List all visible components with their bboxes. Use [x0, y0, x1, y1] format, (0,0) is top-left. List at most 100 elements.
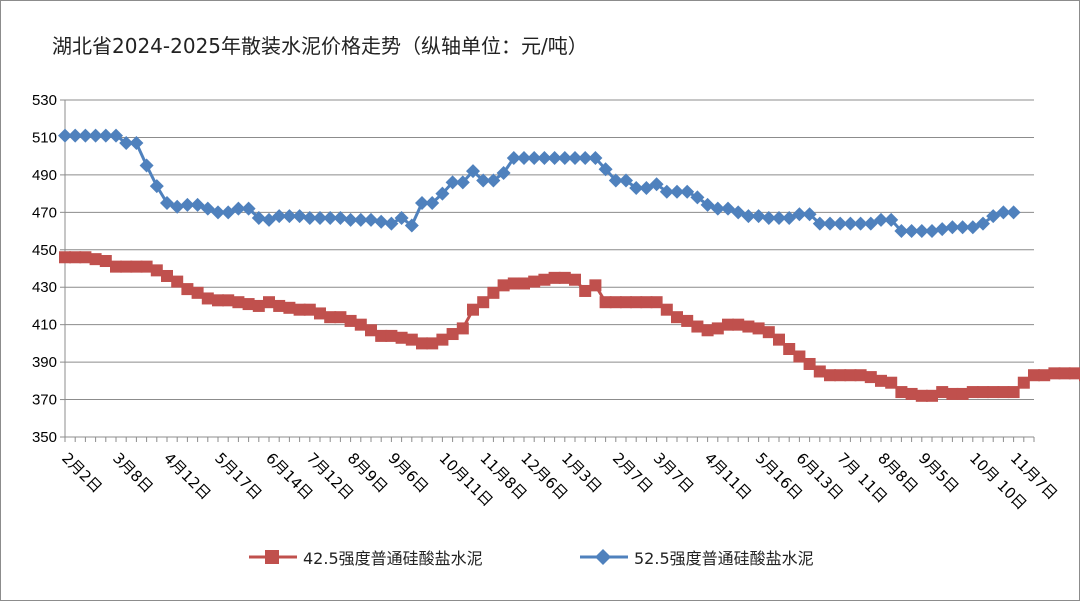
- data-point-diamond: [925, 224, 939, 239]
- data-point-square: [89, 253, 102, 266]
- data-point-square: [99, 255, 112, 268]
- x-tick-label: 4月12日: [160, 449, 214, 503]
- data-point-diamond: [343, 212, 358, 227]
- data-point-square: [385, 329, 398, 342]
- data-point-square: [171, 275, 184, 288]
- data-point-diamond: [78, 128, 93, 143]
- data-point-diamond: [211, 205, 225, 220]
- y-tick-label: 430: [32, 279, 57, 296]
- data-point-diamond: [486, 173, 501, 188]
- data-point-square: [120, 260, 133, 273]
- data-point-diamond: [384, 216, 399, 231]
- data-point-square: [681, 314, 694, 327]
- data-point-diamond: [251, 210, 266, 225]
- data-point-diamond: [629, 180, 644, 195]
- data-point-square: [905, 387, 918, 400]
- data-point-square: [354, 318, 367, 331]
- data-point-square: [232, 296, 245, 309]
- y-tick-label: 410: [32, 317, 57, 334]
- data-point-square: [1048, 367, 1061, 380]
- data-point-diamond: [751, 209, 766, 224]
- data-point-diamond: [761, 210, 776, 225]
- data-point-square: [630, 296, 643, 309]
- data-point-square: [252, 299, 265, 312]
- data-point-square: [334, 311, 347, 324]
- data-point-square: [283, 301, 296, 314]
- data-point-diamond: [180, 197, 195, 212]
- data-point-diamond: [557, 151, 572, 166]
- data-point-diamond: [404, 218, 419, 233]
- y-axis-ticks: 350 370 390 410 430 450 470 490 510 530: [32, 92, 65, 446]
- data-point-diamond: [537, 151, 552, 166]
- x-tick-label: 5月17日: [211, 449, 265, 503]
- y-tick-label: 490: [32, 167, 57, 184]
- data-point-square: [405, 333, 418, 346]
- data-point-square: [79, 251, 92, 264]
- data-point-square: [579, 284, 592, 297]
- data-point-square: [650, 296, 663, 309]
- x-tick-label: 2月2日: [58, 449, 105, 496]
- legend-swatch-diamond-icon: [580, 549, 628, 565]
- x-tick-label: 9月6日: [385, 449, 432, 496]
- data-point-square: [915, 389, 928, 402]
- axes: [64, 100, 1035, 442]
- data-point-diamond: [792, 207, 807, 222]
- data-point-diamond: [313, 210, 327, 225]
- data-point-diamond: [955, 220, 970, 235]
- data-point-square: [732, 318, 745, 331]
- data-point-square: [936, 386, 949, 399]
- y-tick-label: 510: [32, 129, 57, 146]
- data-point-square: [467, 303, 479, 316]
- data-point-diamond: [772, 210, 786, 225]
- data-point-diamond: [88, 128, 103, 143]
- x-tick-label: 9月5日: [915, 449, 962, 496]
- data-point-square: [416, 337, 428, 350]
- data-point-diamond: [976, 216, 990, 231]
- data-point-diamond: [272, 209, 287, 224]
- data-point-diamond: [874, 212, 888, 227]
- data-point-square: [212, 294, 224, 307]
- data-point-square: [150, 264, 163, 277]
- x-tick-label: 2月7日: [609, 449, 656, 496]
- data-point-diamond: [568, 151, 582, 166]
- data-point-diamond: [415, 195, 429, 210]
- data-point-diamond: [496, 166, 511, 181]
- data-point-diamond: [588, 151, 603, 166]
- data-point-square: [722, 318, 734, 331]
- data-point-square: [538, 273, 551, 286]
- data-point-square: [966, 386, 979, 399]
- data-point-diamond: [649, 177, 664, 192]
- data-point-diamond: [231, 201, 246, 216]
- data-point-square: [752, 322, 765, 335]
- data-point-square: [1017, 376, 1030, 389]
- data-point-square: [1058, 367, 1071, 380]
- y-tick-label: 350: [32, 429, 57, 446]
- data-point-diamond: [619, 173, 633, 188]
- data-point-diamond: [149, 179, 164, 194]
- data-point-square: [824, 369, 836, 382]
- data-point-diamond: [823, 216, 837, 231]
- data-point-square: [1068, 367, 1080, 380]
- data-point-square: [742, 320, 755, 333]
- data-point-square: [548, 271, 561, 284]
- data-point-square: [844, 369, 857, 382]
- data-point-square: [375, 329, 388, 342]
- data-point-square: [140, 260, 153, 273]
- data-point-square: [324, 311, 337, 324]
- data-point-diamond: [1006, 205, 1021, 220]
- legend: 42.5强度普通硅酸盐水泥 52.5强度普通硅酸盐水泥: [0, 545, 1080, 569]
- data-point-diamond: [323, 210, 338, 225]
- data-point-diamond: [476, 173, 491, 188]
- data-point-diamond: [139, 158, 154, 173]
- data-point-square: [242, 298, 255, 311]
- data-point-square: [395, 331, 408, 344]
- data-point-diamond: [170, 199, 185, 214]
- data-point-diamond: [659, 184, 674, 199]
- legend-item-52-5: 52.5强度普通硅酸盐水泥: [578, 545, 814, 569]
- data-point-square: [69, 251, 82, 264]
- data-point-square: [569, 273, 581, 286]
- legend-swatch-square-icon: [249, 550, 297, 564]
- data-point-diamond: [506, 151, 521, 166]
